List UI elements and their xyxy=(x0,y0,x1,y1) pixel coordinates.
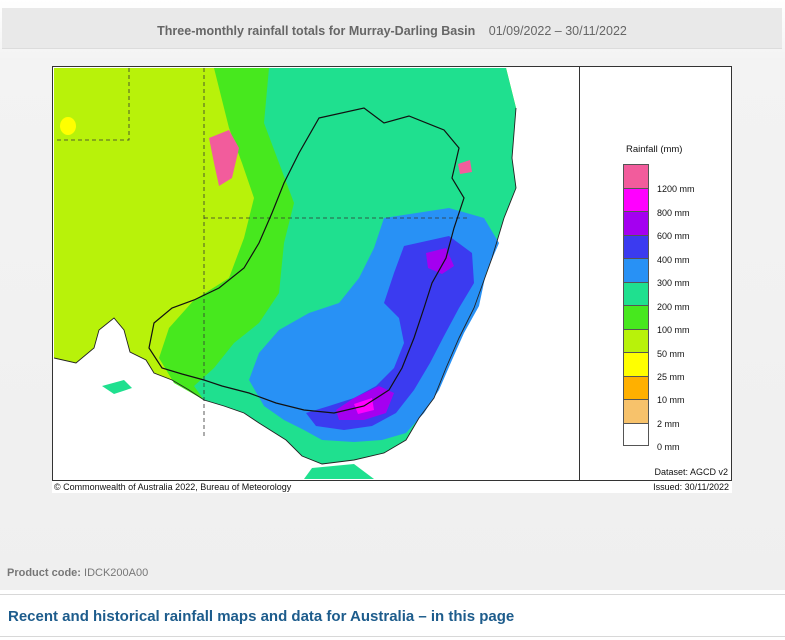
legend-swatch xyxy=(623,422,649,446)
legend-label: 300 mm xyxy=(657,278,690,288)
legend-swatch xyxy=(623,352,649,376)
legend-label: 400 mm xyxy=(657,255,690,265)
product-code-label: Product code: xyxy=(7,567,81,579)
map-title: Three-monthly rainfall totals for Murray… xyxy=(157,24,476,38)
legend-label: 10 mm xyxy=(657,395,685,405)
copyright-text: © Commonwealth of Australia 2022, Bureau… xyxy=(54,482,292,492)
date-range: 01/09/2022 – 30/11/2022 xyxy=(488,24,627,38)
legend-label: 100 mm xyxy=(657,325,690,335)
legend-swatch xyxy=(623,281,649,305)
legend-label: 200 mm xyxy=(657,302,690,312)
legend-label: 25 mm xyxy=(657,372,685,382)
issued-date: Issued: 30/11/2022 xyxy=(653,482,729,492)
product-code: Product code: IDCK200A00 xyxy=(7,567,148,579)
legend-swatch xyxy=(623,328,649,352)
rainfall-map-image xyxy=(54,68,579,479)
legend-swatch xyxy=(623,399,649,423)
dataset-label: Dataset: AGCD v2 xyxy=(654,467,728,477)
legend-label: 800 mm xyxy=(657,208,690,218)
legend-swatch xyxy=(623,187,649,211)
legend-swatch xyxy=(623,375,649,399)
section-divider xyxy=(0,594,785,595)
legend-label: 2 mm xyxy=(657,419,680,429)
legend-title: Rainfall (mm) xyxy=(626,144,683,155)
map-frame: Rainfall (mm) 1200 mm 800 mm 600 mm 400 … xyxy=(52,66,732,481)
legend-label: 600 mm xyxy=(657,231,690,241)
legend-label: 0 mm xyxy=(657,442,680,452)
section-divider-bottom xyxy=(0,636,785,637)
product-code-value: IDCK200A00 xyxy=(84,567,149,579)
legend-swatch xyxy=(623,234,649,258)
map-panel: Three-monthly rainfall totals for Murray… xyxy=(0,0,785,590)
legend-divider xyxy=(579,67,580,480)
basin-boundary xyxy=(148,107,465,414)
rainfall-map: Rainfall (mm) 1200 mm 800 mm 600 mm 400 … xyxy=(52,66,732,493)
legend-swatch xyxy=(623,164,649,188)
legend-swatch xyxy=(623,305,649,329)
legend-swatches xyxy=(623,164,649,446)
map-title-bar: Three-monthly rainfall totals for Murray… xyxy=(2,8,782,49)
legend-label: 1200 mm xyxy=(657,184,695,194)
section-heading-link[interactable]: Recent and historical rainfall maps and … xyxy=(8,608,515,625)
legend-swatch xyxy=(623,211,649,235)
legend-swatch xyxy=(623,258,649,282)
legend-label: 50 mm xyxy=(657,349,685,359)
